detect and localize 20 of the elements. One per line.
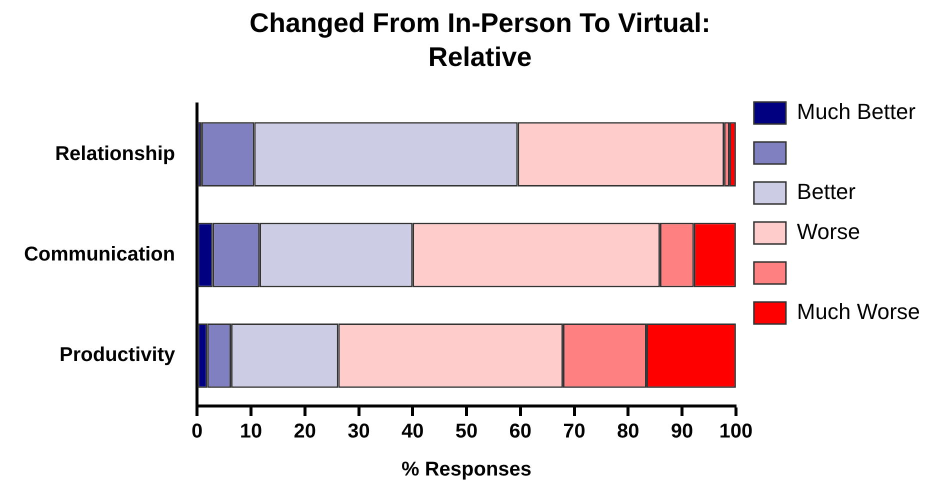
x-tick-label: 70: [563, 420, 586, 443]
legend-label: Much Worse: [796, 299, 920, 324]
legend-label: Worse: [796, 219, 860, 244]
x-tick-label: 30: [348, 420, 370, 443]
x-tick-label: 100: [719, 420, 753, 443]
x-tick-label: 20: [294, 420, 316, 443]
legend-label: Much Better: [796, 99, 916, 124]
x-tick-label: 10: [240, 420, 262, 443]
x-axis-title: % Responses: [401, 458, 532, 481]
x-tick-label: 60: [509, 420, 532, 443]
y-tick-label: Communication: [24, 244, 176, 266]
x-tick-label: 50: [455, 420, 478, 443]
y-tick-label: Productivity: [60, 344, 176, 366]
x-tick-label: 0: [192, 420, 203, 443]
x-tick-label: 90: [670, 420, 694, 443]
legend-label: Better: [796, 179, 856, 204]
chart-title: Changed From In-Person To Virtual: Relative: [248, 7, 712, 74]
x-tick-label: 80: [617, 420, 640, 443]
x-tick-label: 40: [402, 420, 424, 443]
y-tick-label: Relationship: [55, 142, 176, 165]
